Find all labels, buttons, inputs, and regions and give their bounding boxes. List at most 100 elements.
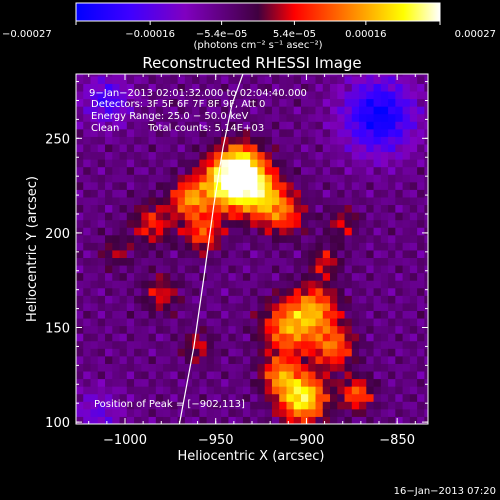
heatmap-cell bbox=[402, 212, 411, 221]
heatmap-cell bbox=[373, 74, 382, 77]
heatmap-cell bbox=[366, 128, 375, 137]
heatmap-cell bbox=[242, 371, 251, 380]
heatmap-cell bbox=[293, 416, 302, 424]
heatmap-cell bbox=[155, 310, 164, 319]
heatmap-cell bbox=[126, 204, 135, 213]
heatmap-cell bbox=[286, 355, 295, 364]
heatmap-cell bbox=[271, 159, 280, 168]
heatmap-cell bbox=[177, 74, 186, 77]
heatmap-cell bbox=[417, 416, 425, 424]
heatmap-cell bbox=[206, 340, 215, 349]
heatmap-cell bbox=[192, 106, 200, 115]
heatmap-cell bbox=[213, 371, 222, 380]
heatmap-cell bbox=[359, 75, 367, 84]
heatmap-cell bbox=[330, 128, 338, 137]
heatmap-cell bbox=[293, 272, 302, 281]
heatmap-cell bbox=[344, 386, 353, 395]
heatmap-cell bbox=[330, 219, 338, 228]
heatmap-cell bbox=[126, 189, 135, 198]
heatmap-cell bbox=[119, 242, 128, 251]
heatmap-cell bbox=[380, 181, 389, 190]
heatmap-cell bbox=[315, 219, 324, 228]
heatmap-cell bbox=[184, 181, 193, 190]
heatmap-cell bbox=[271, 219, 280, 228]
heatmap-cell bbox=[337, 113, 346, 122]
heatmap-cell bbox=[409, 144, 418, 153]
heatmap-cell bbox=[286, 106, 295, 115]
heatmap-cell bbox=[322, 98, 331, 107]
heatmap-cell bbox=[322, 333, 331, 342]
heatmap-cell bbox=[177, 219, 186, 228]
heatmap-cell bbox=[155, 355, 164, 364]
heatmap-cell bbox=[184, 272, 193, 281]
heatmap-cell bbox=[395, 166, 404, 175]
heatmap-cell bbox=[308, 83, 317, 92]
heatmap-cell bbox=[126, 378, 135, 387]
heatmap-cell bbox=[184, 151, 193, 160]
heatmap-cell bbox=[213, 257, 222, 266]
heatmap-cell bbox=[359, 234, 367, 243]
heatmap-cell bbox=[264, 393, 273, 402]
heatmap-cell bbox=[373, 227, 382, 236]
heatmap-cell bbox=[279, 249, 287, 259]
heatmap-cell bbox=[206, 159, 215, 168]
heatmap-cell bbox=[322, 310, 331, 319]
heatmap-cell bbox=[155, 83, 164, 92]
heatmap-cell bbox=[126, 257, 135, 266]
heatmap-cell bbox=[344, 310, 353, 319]
heatmap-cell bbox=[417, 325, 425, 334]
heatmap-cell bbox=[308, 333, 317, 342]
heatmap-cell bbox=[366, 75, 375, 84]
heatmap-cell bbox=[112, 386, 121, 395]
heatmap-cell bbox=[90, 113, 99, 122]
heatmap-cell bbox=[359, 212, 367, 221]
heatmap-cell bbox=[271, 121, 280, 130]
heatmap-cell bbox=[271, 272, 280, 281]
heatmap-cell bbox=[83, 295, 92, 304]
heatmap-cell bbox=[90, 401, 99, 410]
heatmap-cell bbox=[213, 227, 222, 236]
heatmap-cell bbox=[83, 98, 92, 107]
heatmap-cell bbox=[344, 355, 353, 364]
heatmap-cell bbox=[409, 393, 418, 402]
heatmap-cell bbox=[271, 113, 280, 122]
heatmap-cell bbox=[206, 378, 215, 387]
heatmap-cell bbox=[170, 393, 179, 402]
heatmap-cell bbox=[213, 189, 222, 198]
heatmap-cell bbox=[141, 393, 150, 402]
heatmap-cell bbox=[330, 136, 338, 145]
heatmap-cell bbox=[213, 386, 222, 395]
heatmap-cell bbox=[264, 75, 273, 84]
heatmap-cell bbox=[141, 280, 150, 289]
heatmap-cell bbox=[134, 91, 142, 100]
heatmap-cell bbox=[206, 91, 215, 100]
heatmap-cell bbox=[148, 227, 157, 236]
heatmap-cell bbox=[308, 249, 317, 259]
heatmap-cell bbox=[199, 74, 208, 77]
heatmap-cell bbox=[322, 340, 331, 349]
heatmap-cell bbox=[90, 144, 99, 153]
heatmap-cell bbox=[344, 106, 353, 115]
heatmap-cell bbox=[148, 74, 157, 77]
heatmap-cell bbox=[177, 159, 186, 168]
heatmap-cell bbox=[293, 325, 302, 334]
heatmap-cell bbox=[315, 272, 324, 281]
heatmap-cell bbox=[271, 91, 280, 100]
heatmap-cell bbox=[373, 318, 382, 327]
heatmap-cell bbox=[344, 416, 353, 424]
heatmap-cell bbox=[417, 363, 425, 372]
heatmap-cell bbox=[192, 74, 200, 77]
heatmap-cell bbox=[409, 287, 418, 296]
heatmap-cell bbox=[417, 348, 425, 357]
heatmap-cell bbox=[112, 151, 121, 160]
heatmap-cell bbox=[388, 363, 396, 372]
heatmap-cell bbox=[155, 121, 164, 130]
heatmap-cell bbox=[192, 121, 200, 130]
heatmap-cell bbox=[388, 355, 396, 364]
heatmap-cell bbox=[112, 325, 121, 334]
heatmap-cell bbox=[308, 234, 317, 243]
heatmap-cell bbox=[221, 265, 229, 274]
heatmap-cell bbox=[409, 401, 418, 410]
heatmap-cell bbox=[235, 318, 244, 327]
heatmap-cell bbox=[271, 302, 280, 311]
